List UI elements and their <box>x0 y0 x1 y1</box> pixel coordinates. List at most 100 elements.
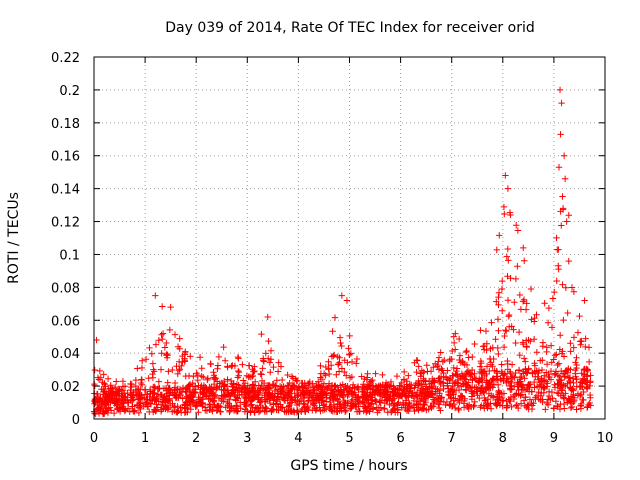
data-point <box>230 380 237 387</box>
data-point <box>530 336 538 343</box>
data-point <box>253 405 260 412</box>
data-point <box>224 363 231 371</box>
data-point <box>269 380 276 388</box>
data-point <box>519 382 527 389</box>
data-point <box>563 366 571 374</box>
data-point <box>309 384 317 391</box>
data-point <box>471 340 478 348</box>
data-point <box>400 368 408 376</box>
data-point <box>437 394 444 402</box>
data-point <box>483 340 491 347</box>
data-point <box>338 292 346 299</box>
data-point <box>511 374 518 381</box>
data-point <box>418 381 425 388</box>
data-point <box>177 409 185 416</box>
data-point <box>523 343 530 351</box>
data-point <box>278 376 286 384</box>
data-point <box>402 397 410 404</box>
data-point <box>354 397 362 405</box>
data-point <box>330 401 337 408</box>
data-point <box>138 364 146 372</box>
data-point <box>348 403 355 410</box>
data-point <box>152 292 159 299</box>
data-point <box>346 332 353 340</box>
data-point <box>513 222 520 229</box>
data-point <box>464 403 471 411</box>
data-point <box>111 383 119 391</box>
data-point <box>330 351 338 359</box>
data-point <box>318 391 325 399</box>
data-point <box>195 394 202 401</box>
data-point <box>499 277 506 285</box>
chart-title: Day 039 of 2014, Rate Of TEC Index for r… <box>165 20 534 36</box>
data-point <box>541 300 548 307</box>
data-point <box>218 397 225 405</box>
data-point <box>339 393 347 401</box>
data-point <box>487 405 495 412</box>
data-point <box>585 358 593 366</box>
data-point <box>177 404 184 412</box>
data-point <box>128 394 136 401</box>
data-point <box>501 371 508 378</box>
data-point <box>414 393 421 401</box>
data-point <box>146 393 153 401</box>
data-point <box>112 388 120 396</box>
data-point <box>405 372 412 379</box>
data-point <box>334 360 342 368</box>
data-point <box>505 311 513 319</box>
data-point <box>255 382 262 389</box>
data-point <box>558 222 565 229</box>
data-point <box>455 386 463 394</box>
data-point <box>224 376 231 383</box>
data-point <box>242 392 249 400</box>
data-point <box>545 304 553 312</box>
y-axis-title: ROTI / TECUs <box>6 192 22 284</box>
data-point <box>413 368 420 376</box>
data-point <box>563 218 570 225</box>
data-point <box>533 311 540 318</box>
data-point <box>587 372 594 379</box>
data-point <box>145 375 152 382</box>
data-point <box>226 407 234 414</box>
data-point <box>216 408 224 415</box>
data-point <box>581 297 588 304</box>
data-point <box>500 390 508 397</box>
data-point <box>268 407 275 414</box>
data-point <box>418 370 426 377</box>
data-point <box>224 398 231 406</box>
data-point <box>111 399 119 407</box>
data-point <box>408 392 415 399</box>
data-point <box>484 401 492 408</box>
data-point <box>176 345 183 352</box>
y-tick-label: 0.08 <box>51 281 80 296</box>
data-point <box>159 335 166 343</box>
data-point <box>172 392 179 399</box>
data-point <box>434 363 441 370</box>
data-point <box>157 366 165 373</box>
data-point <box>247 373 255 381</box>
data-point <box>439 367 446 374</box>
data-point <box>507 274 514 282</box>
data-point <box>334 396 341 403</box>
data-point <box>115 390 123 397</box>
data-point <box>526 396 534 403</box>
data-point <box>211 393 218 401</box>
data-point <box>379 371 386 379</box>
data-point <box>527 285 535 293</box>
data-point <box>560 316 567 324</box>
data-point <box>446 400 454 408</box>
data-point <box>313 405 320 413</box>
data-point <box>451 346 459 353</box>
data-point <box>488 392 495 399</box>
data-point <box>574 390 582 397</box>
data-point <box>330 352 337 360</box>
data-point <box>560 400 568 408</box>
data-point <box>477 327 484 334</box>
data-point <box>494 316 502 323</box>
data-point <box>100 371 107 378</box>
data-point <box>494 376 501 384</box>
data-point <box>404 403 412 411</box>
data-point <box>476 363 484 370</box>
data-point <box>259 365 266 372</box>
data-point <box>446 356 454 363</box>
